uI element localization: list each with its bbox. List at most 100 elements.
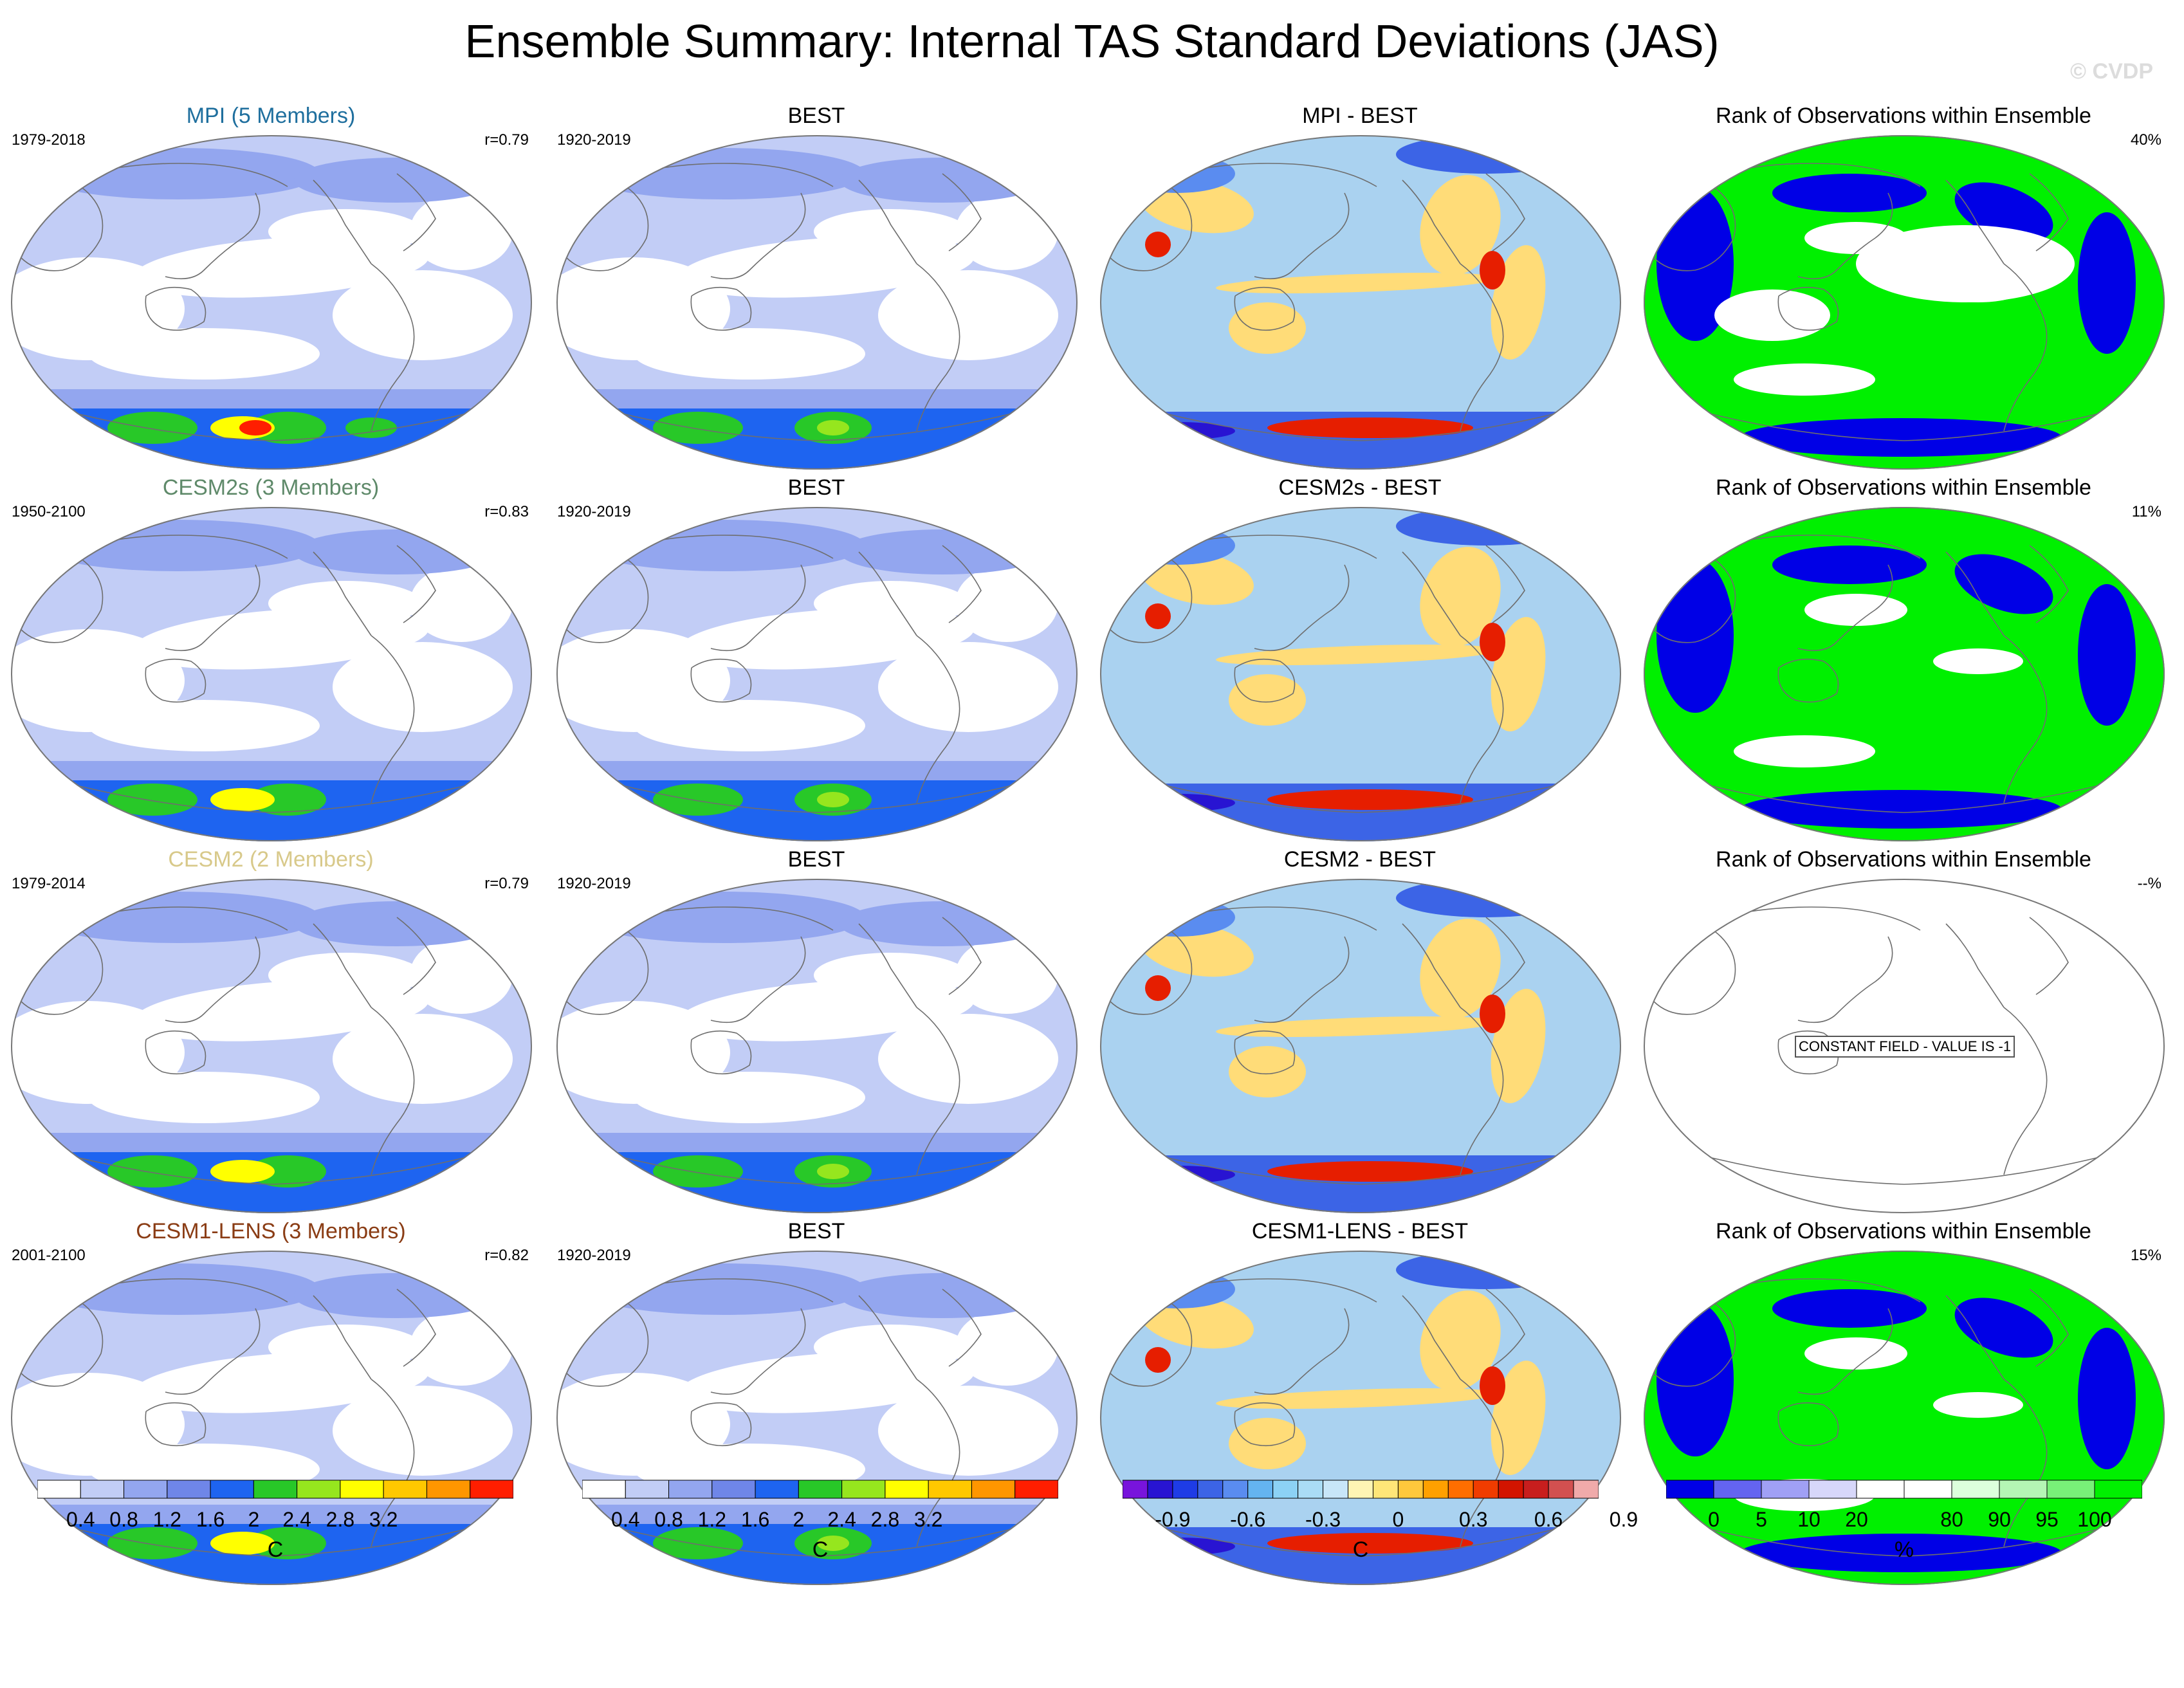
colorbar-tick-label: 80 bbox=[1940, 1508, 1963, 1531]
colorbar-tick-label: 2.4 bbox=[827, 1508, 856, 1531]
colorbar-tick-label: 1.6 bbox=[196, 1508, 225, 1531]
pattern-correlation: r=0.79 bbox=[484, 131, 529, 149]
world-map-model bbox=[11, 1251, 532, 1585]
map-panel-obs: BEST 1920-2019 bbox=[546, 475, 1087, 847]
colorbar-tick-label: 1.6 bbox=[740, 1508, 770, 1531]
colorbar: 0.4 0.8 1.2 1.6 2 2.4 2.8 3.2 C bbox=[582, 1480, 1071, 1562]
world-map-obs bbox=[556, 507, 1078, 841]
colorbar-swatch bbox=[668, 1480, 713, 1499]
panel-title: BEST bbox=[787, 104, 845, 128]
colorbar-swatch bbox=[1523, 1480, 1549, 1499]
colorbar-swatch bbox=[711, 1480, 756, 1499]
colorbar-tick-label: 1.2 bbox=[697, 1508, 727, 1531]
colorbar-tick-label: 0.4 bbox=[611, 1508, 640, 1531]
map-panel-diff: CESM2s - BEST bbox=[1089, 475, 1631, 847]
world-map-model bbox=[11, 879, 532, 1213]
colorbar-swatch bbox=[1298, 1480, 1324, 1499]
pattern-correlation: r=0.83 bbox=[484, 503, 529, 520]
world-map-rank bbox=[1644, 135, 2165, 470]
rank-percentage: --% bbox=[2137, 875, 2161, 892]
map-panel-rank: Rank of Observations within Ensemble 40% bbox=[1633, 103, 2174, 475]
colorbar-swatches bbox=[582, 1480, 1058, 1499]
map-panel-model: MPI (5 Members) 1979-2018 r=0.79 bbox=[0, 103, 542, 475]
colorbar-swatch bbox=[253, 1480, 298, 1499]
colorbar-tick-label: 2.4 bbox=[282, 1508, 311, 1531]
cvdp-watermark: © CVDP bbox=[2070, 59, 2153, 84]
colorbar-swatch bbox=[1999, 1480, 2048, 1499]
colorbar-tick-label: 0.3 bbox=[1459, 1508, 1488, 1531]
colorbar-swatch bbox=[582, 1480, 626, 1499]
colorbar-swatch bbox=[2046, 1480, 2095, 1499]
map-panel-rank: Rank of Observations within Ensemble --% C… bbox=[1633, 847, 2174, 1218]
colorbar-tick-label: 5 bbox=[1756, 1508, 1767, 1531]
map-panel-rank: Rank of Observations within Ensemble 15% bbox=[1633, 1218, 2174, 1590]
colorbar-swatch bbox=[1808, 1480, 1857, 1499]
colorbar-tick-label: 2 bbox=[793, 1508, 805, 1531]
colorbar-tick-label: -0.3 bbox=[1305, 1508, 1341, 1531]
map-panel-diff: MPI - BEST bbox=[1089, 103, 1631, 475]
pattern-correlation: r=0.82 bbox=[484, 1247, 529, 1264]
colorbar-tick-label: 0.6 bbox=[1534, 1508, 1563, 1531]
colorbar-tick-label: 0 bbox=[1708, 1508, 1720, 1531]
colorbar-tick-label: 100 bbox=[2077, 1508, 2112, 1531]
constant-field-note: CONSTANT FIELD - VALUE IS -1 bbox=[1795, 1036, 2015, 1058]
colorbar-swatch bbox=[1498, 1480, 1524, 1499]
rank-percentage: 15% bbox=[2130, 1247, 2161, 1264]
map-border bbox=[556, 879, 1078, 1213]
colorbar-swatch bbox=[80, 1480, 125, 1499]
world-map-model bbox=[11, 507, 532, 841]
colorbar-unit: C bbox=[812, 1537, 829, 1562]
colorbar-tick-label: 0.8 bbox=[109, 1508, 138, 1531]
map-border bbox=[11, 879, 532, 1213]
colorbar-swatch bbox=[1422, 1480, 1449, 1499]
panel-title: BEST bbox=[787, 847, 845, 872]
colorbar-swatch bbox=[755, 1480, 799, 1499]
map-border bbox=[556, 135, 1078, 470]
colorbar-tick-label: 1.2 bbox=[152, 1508, 182, 1531]
coastline-outlines bbox=[1109, 535, 1564, 813]
colorbar-tick-label: 20 bbox=[1845, 1508, 1868, 1531]
panel-title: BEST bbox=[787, 1219, 845, 1243]
colorbar-swatch bbox=[1147, 1480, 1173, 1499]
map-panel-model: CESM2 (2 Members) 1979-2014 r=0.79 bbox=[0, 847, 542, 1218]
colorbar-swatch bbox=[1473, 1480, 1499, 1499]
map-border bbox=[1644, 1251, 2165, 1585]
panel-title: Rank of Observations within Ensemble bbox=[1716, 475, 2091, 500]
colorbar-unit: C bbox=[1352, 1537, 1369, 1562]
colorbar-swatch bbox=[1904, 1480, 1952, 1499]
panel-title: Rank of Observations within Ensemble bbox=[1716, 104, 2091, 128]
colorbar-tick-label: 0 bbox=[1392, 1508, 1404, 1531]
panel-title: Rank of Observations within Ensemble bbox=[1716, 847, 2091, 872]
colorbar-swatch bbox=[1372, 1480, 1399, 1499]
colorbar-swatch bbox=[971, 1480, 1016, 1499]
panel-title: CESM2s - BEST bbox=[1278, 475, 1442, 500]
panel-title: CESM2s (3 Members) bbox=[162, 475, 380, 500]
period-label: 1979-2014 bbox=[12, 875, 86, 892]
colorbar-swatch bbox=[1272, 1480, 1299, 1499]
colorbar-swatch bbox=[2094, 1480, 2142, 1499]
colorbar-swatch bbox=[1713, 1480, 1762, 1499]
map-border bbox=[1100, 1251, 1621, 1585]
colorbar-tick-label: 2.8 bbox=[870, 1508, 900, 1531]
map-panel-rank: Rank of Observations within Ensemble 11% bbox=[1633, 475, 2174, 847]
panel-title: BEST bbox=[787, 475, 845, 500]
rank-percentage: 11% bbox=[2131, 503, 2161, 520]
colorbar-swatch bbox=[167, 1480, 211, 1499]
colorbar-swatch bbox=[1761, 1480, 1810, 1499]
period-label: 1920-2019 bbox=[557, 131, 631, 149]
map-panel-model: CESM2s (3 Members) 1950-2100 r=0.83 bbox=[0, 475, 542, 847]
world-map-model bbox=[11, 135, 532, 470]
map-border bbox=[1100, 507, 1621, 841]
colorbar-swatch bbox=[210, 1480, 254, 1499]
colorbar-swatch bbox=[1323, 1480, 1349, 1499]
colorbar-swatches bbox=[1123, 1480, 1599, 1499]
panel-title: MPI - BEST bbox=[1302, 104, 1418, 128]
colorbar-swatch bbox=[1397, 1480, 1424, 1499]
panel-title: Rank of Observations within Ensemble bbox=[1716, 1219, 2091, 1243]
colorbar-swatch bbox=[1666, 1480, 1714, 1499]
colorbar-tick-label: 2 bbox=[248, 1508, 260, 1531]
map-border bbox=[1100, 879, 1621, 1213]
colorbar-swatch bbox=[1172, 1480, 1198, 1499]
colorbar-swatch bbox=[928, 1480, 972, 1499]
map-panel-obs: BEST 1920-2019 bbox=[546, 847, 1087, 1218]
